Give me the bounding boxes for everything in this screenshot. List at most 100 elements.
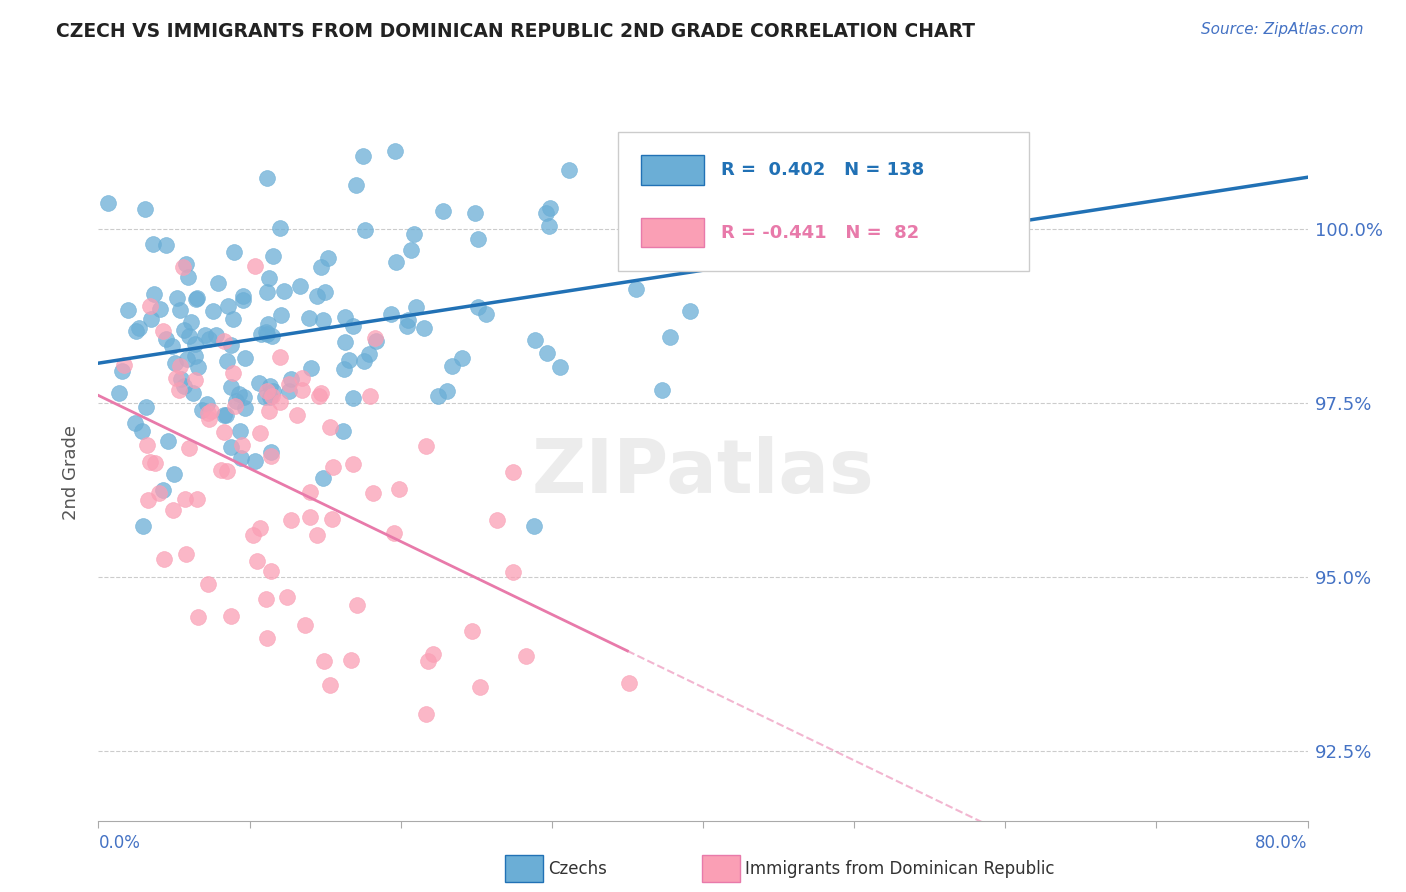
Point bbox=[162, 467, 184, 481]
Point bbox=[415, 439, 437, 453]
Point bbox=[219, 609, 242, 624]
Text: 0.0%: 0.0% bbox=[98, 834, 141, 852]
Point bbox=[214, 334, 236, 349]
Point bbox=[311, 312, 333, 326]
Point bbox=[148, 486, 170, 500]
Point bbox=[524, 333, 547, 347]
Point bbox=[332, 424, 354, 438]
Text: Source: ZipAtlas.com: Source: ZipAtlas.com bbox=[1201, 22, 1364, 37]
Point bbox=[467, 232, 489, 246]
Point bbox=[257, 271, 280, 285]
Point bbox=[558, 162, 581, 177]
Point bbox=[297, 310, 319, 325]
Point bbox=[342, 457, 364, 471]
Point bbox=[228, 386, 250, 401]
Point bbox=[145, 456, 167, 470]
Point bbox=[278, 384, 301, 398]
Point bbox=[107, 385, 129, 400]
Point bbox=[136, 492, 159, 507]
Point bbox=[309, 260, 332, 274]
Point bbox=[152, 483, 174, 497]
Point bbox=[359, 389, 381, 403]
Point bbox=[260, 449, 283, 463]
Point bbox=[181, 386, 204, 401]
Point bbox=[426, 388, 449, 402]
Point bbox=[233, 351, 256, 366]
Point bbox=[141, 312, 163, 326]
Point bbox=[153, 552, 176, 566]
Point bbox=[174, 257, 197, 271]
Point bbox=[451, 351, 474, 365]
Point bbox=[221, 367, 243, 381]
Point bbox=[200, 404, 222, 418]
Point bbox=[232, 390, 254, 404]
Point bbox=[384, 255, 406, 269]
Point bbox=[173, 378, 195, 392]
Point bbox=[134, 202, 156, 216]
Point bbox=[344, 178, 367, 193]
Point bbox=[160, 339, 183, 353]
Point bbox=[186, 293, 208, 307]
Point bbox=[436, 384, 458, 399]
Point bbox=[256, 285, 278, 299]
Y-axis label: 2nd Grade: 2nd Grade bbox=[62, 425, 80, 520]
Point bbox=[387, 482, 409, 496]
Point bbox=[254, 592, 277, 607]
Point bbox=[117, 302, 139, 317]
Point bbox=[658, 330, 681, 344]
Point bbox=[322, 460, 344, 475]
Point bbox=[475, 307, 498, 321]
Point bbox=[432, 203, 454, 218]
Point bbox=[340, 652, 363, 666]
Point bbox=[354, 223, 377, 237]
Point bbox=[273, 284, 295, 298]
Point bbox=[291, 383, 314, 397]
Point bbox=[823, 228, 845, 243]
Point bbox=[231, 438, 253, 452]
Point bbox=[314, 285, 336, 300]
Point bbox=[361, 486, 384, 500]
Point bbox=[176, 352, 198, 367]
Point bbox=[198, 412, 221, 426]
Point bbox=[316, 252, 339, 266]
Point bbox=[399, 243, 422, 257]
Point bbox=[319, 420, 342, 434]
Point bbox=[170, 372, 193, 386]
Point bbox=[550, 359, 572, 374]
Point bbox=[195, 397, 218, 411]
Point bbox=[651, 383, 673, 397]
Point bbox=[136, 438, 159, 452]
Point bbox=[184, 373, 207, 387]
Point bbox=[212, 425, 235, 439]
Point bbox=[179, 328, 201, 343]
Point bbox=[186, 291, 208, 305]
Point bbox=[217, 354, 239, 368]
Point bbox=[131, 424, 153, 438]
Point bbox=[246, 554, 269, 568]
Point bbox=[262, 249, 284, 263]
Point bbox=[156, 434, 179, 448]
Point bbox=[280, 513, 302, 527]
Point bbox=[232, 293, 254, 307]
Point bbox=[124, 417, 146, 431]
Point bbox=[214, 408, 236, 422]
Point bbox=[139, 299, 162, 313]
Point bbox=[309, 386, 332, 401]
Point bbox=[207, 277, 229, 291]
FancyBboxPatch shape bbox=[641, 219, 704, 247]
Point bbox=[217, 299, 239, 313]
Point bbox=[319, 678, 342, 692]
Point bbox=[132, 519, 155, 533]
Point bbox=[187, 610, 209, 624]
Point bbox=[536, 346, 558, 360]
Point bbox=[112, 358, 135, 372]
Point bbox=[486, 513, 509, 527]
Point bbox=[180, 314, 202, 328]
Point bbox=[308, 389, 330, 403]
Point bbox=[233, 401, 256, 415]
Point bbox=[221, 379, 243, 393]
Point bbox=[224, 399, 246, 413]
Point bbox=[172, 260, 194, 274]
Point bbox=[538, 201, 561, 215]
Point bbox=[128, 320, 150, 334]
